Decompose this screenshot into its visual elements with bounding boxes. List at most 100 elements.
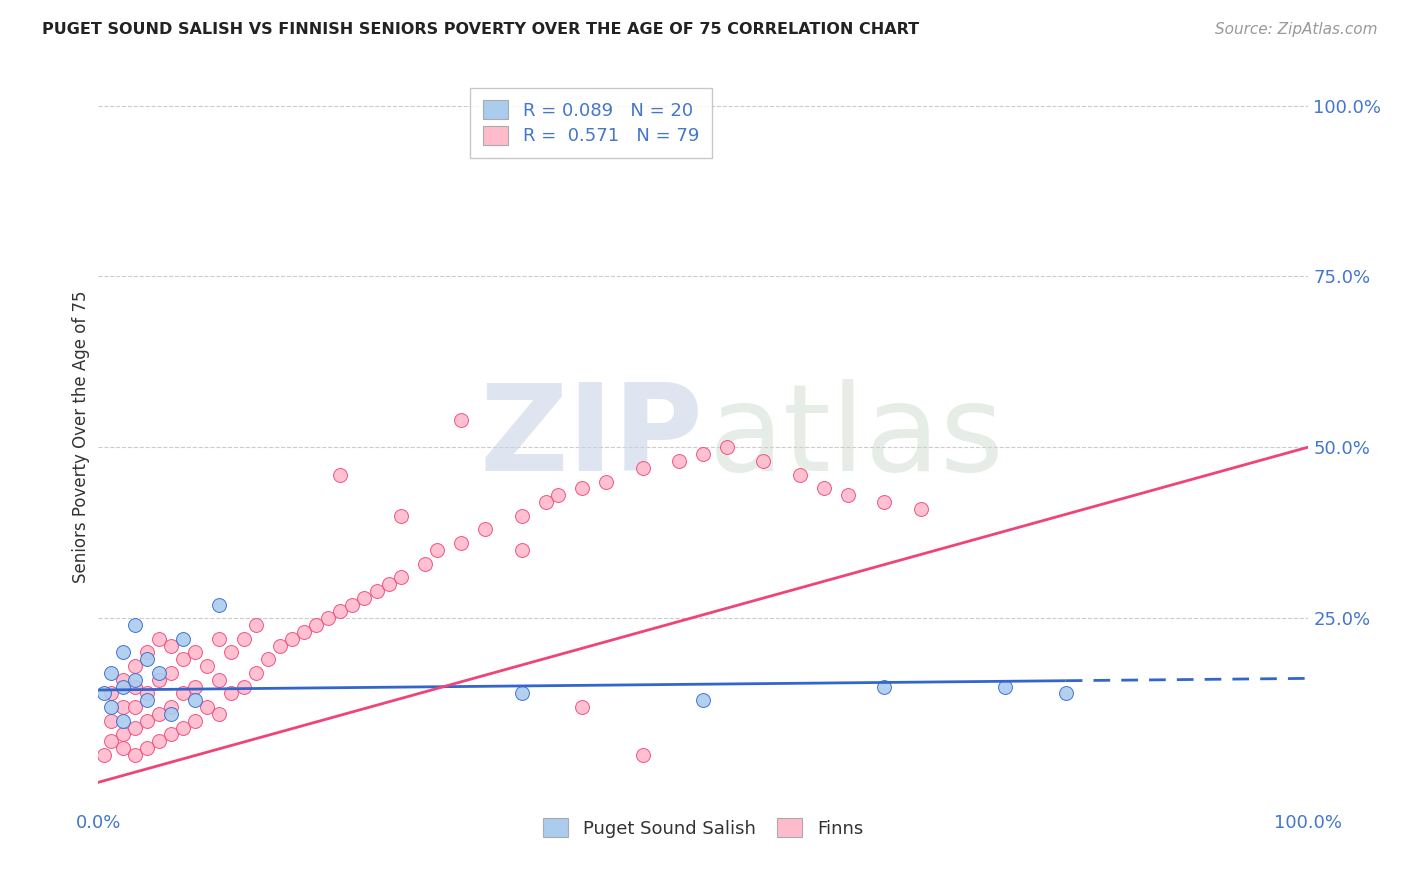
Point <box>100 665 122 680</box>
Point <box>342 598 364 612</box>
Point <box>148 665 170 680</box>
Point <box>245 618 267 632</box>
Point <box>281 632 304 646</box>
Point <box>160 706 183 721</box>
Point <box>184 693 207 707</box>
Point <box>994 680 1017 694</box>
Point <box>547 488 569 502</box>
Point <box>135 741 157 756</box>
Text: Source: ZipAtlas.com: Source: ZipAtlas.com <box>1215 22 1378 37</box>
Point <box>571 481 593 495</box>
Point <box>160 700 183 714</box>
Point <box>256 652 278 666</box>
Point <box>631 460 654 475</box>
Point <box>813 481 835 495</box>
Point <box>329 604 352 618</box>
Point <box>135 652 157 666</box>
Point <box>184 714 207 728</box>
Point <box>208 598 231 612</box>
Point <box>510 542 533 557</box>
Point <box>305 618 328 632</box>
Point <box>124 680 146 694</box>
Point <box>111 714 134 728</box>
Point <box>510 686 533 700</box>
Point <box>184 680 207 694</box>
Point <box>631 747 654 762</box>
Point <box>160 665 183 680</box>
Point <box>148 673 170 687</box>
Point <box>353 591 375 605</box>
Point <box>668 454 690 468</box>
Point <box>135 714 157 728</box>
Point <box>752 454 775 468</box>
Point <box>245 665 267 680</box>
Point <box>389 508 412 523</box>
Point <box>221 645 243 659</box>
Point <box>474 522 496 536</box>
Point <box>100 700 122 714</box>
Point <box>873 495 896 509</box>
Point <box>100 686 122 700</box>
Point <box>595 475 617 489</box>
Point <box>389 570 412 584</box>
Point <box>316 611 339 625</box>
Point <box>124 747 146 762</box>
Point <box>221 686 243 700</box>
Point <box>160 639 183 653</box>
Point <box>534 495 557 509</box>
Point <box>692 447 714 461</box>
Point <box>450 413 472 427</box>
Point <box>135 645 157 659</box>
Point <box>292 624 315 639</box>
Point <box>111 645 134 659</box>
Point <box>172 652 194 666</box>
Y-axis label: Seniors Poverty Over the Age of 75: Seniors Poverty Over the Age of 75 <box>72 291 90 583</box>
Point <box>160 727 183 741</box>
Point <box>172 632 194 646</box>
Point <box>135 693 157 707</box>
Text: atlas: atlas <box>709 378 1005 496</box>
Point <box>93 686 115 700</box>
Point <box>329 467 352 482</box>
Point <box>124 618 146 632</box>
Point <box>426 542 449 557</box>
Point <box>148 734 170 748</box>
Point <box>195 700 218 714</box>
Point <box>124 659 146 673</box>
Point <box>510 508 533 523</box>
Point <box>413 557 436 571</box>
Text: PUGET SOUND SALISH VS FINNISH SENIORS POVERTY OVER THE AGE OF 75 CORRELATION CHA: PUGET SOUND SALISH VS FINNISH SENIORS PO… <box>42 22 920 37</box>
Point <box>148 706 170 721</box>
Point <box>692 693 714 707</box>
Point <box>135 686 157 700</box>
Point <box>716 440 738 454</box>
Point <box>172 686 194 700</box>
Point <box>1054 686 1077 700</box>
Point <box>269 639 291 653</box>
Point <box>100 734 122 748</box>
Point <box>111 727 134 741</box>
Point <box>208 706 231 721</box>
Point <box>377 577 399 591</box>
Point <box>232 632 254 646</box>
Point <box>124 721 146 735</box>
Point <box>184 645 207 659</box>
Point <box>232 680 254 694</box>
Text: ZIP: ZIP <box>479 378 703 496</box>
Point <box>111 680 134 694</box>
Point <box>111 700 134 714</box>
Point <box>148 632 170 646</box>
Point <box>910 501 932 516</box>
Point <box>208 673 231 687</box>
Point <box>100 714 122 728</box>
Point <box>93 747 115 762</box>
Point <box>124 673 146 687</box>
Point <box>789 467 811 482</box>
Point <box>450 536 472 550</box>
Point <box>124 700 146 714</box>
Point <box>111 741 134 756</box>
Point <box>873 680 896 694</box>
Point <box>208 632 231 646</box>
Point <box>571 700 593 714</box>
Point <box>111 673 134 687</box>
